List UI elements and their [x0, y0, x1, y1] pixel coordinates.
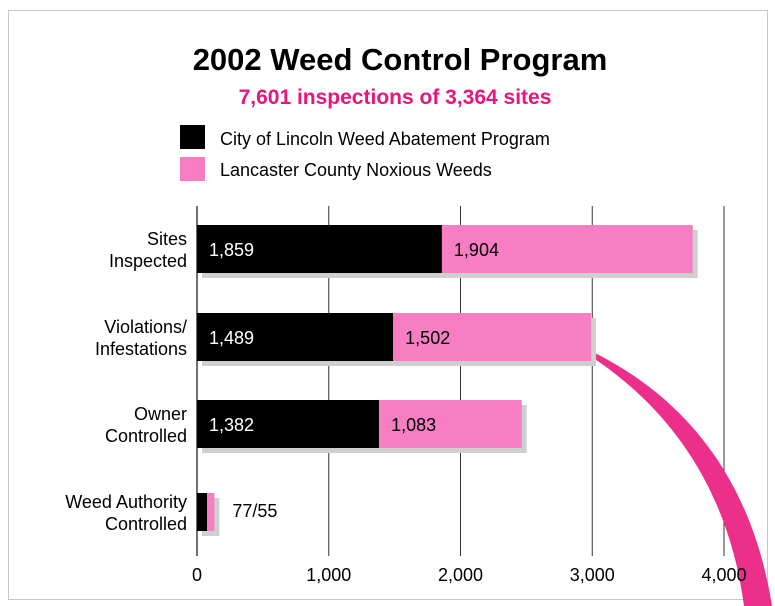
chart-frame — [8, 10, 768, 600]
bar-county-2 — [379, 400, 522, 448]
x-tick-2000: 2,000 — [438, 565, 483, 585]
x-tick-1000: 1,000 — [306, 565, 351, 585]
category-label-2-0: Owner — [134, 404, 187, 424]
x-tick-labels: 0 1,000 2,000 3,000 4,000 — [192, 565, 747, 585]
data-label-county-2: 1,083 — [391, 415, 436, 435]
data-label-county-0: 1,904 — [454, 240, 499, 260]
bar-city-3 — [197, 493, 208, 531]
data-label-county-1: 1,502 — [405, 328, 450, 348]
bar-county-3 — [207, 493, 215, 531]
arrow-swoosh — [556, 336, 772, 606]
x-tick-3000: 3,000 — [570, 565, 615, 585]
bar-county-1 — [393, 313, 592, 361]
x-tick-0: 0 — [192, 565, 202, 585]
legend-label-county: Lancaster County Noxious Weeds — [220, 160, 492, 180]
decorative-arrow — [556, 336, 772, 606]
legend-label-city: City of Lincoln Weed Abatement Program — [220, 129, 550, 149]
category-label-1-0: Violations/ — [104, 317, 187, 337]
legend-swatch-county — [180, 157, 205, 181]
bar-county-0 — [441, 225, 693, 273]
data-label-city-0: 1,859 — [209, 240, 254, 260]
bar-city-1 — [197, 313, 394, 361]
category-label-0-0: Sites — [147, 229, 187, 249]
category-label-0-1: Inspected — [109, 251, 187, 271]
legend: City of Lincoln Weed Abatement Program L… — [180, 125, 550, 181]
data-label-combined-3: 77/55 — [232, 501, 277, 521]
bar-city-2 — [197, 400, 380, 448]
category-label-2-1: Controlled — [105, 426, 187, 446]
chart-subtitle: 7,601 inspections of 3,364 sites — [239, 86, 552, 109]
bars: 1,859 1,904 1,489 1,502 1,382 1,083 77/55 — [197, 225, 698, 536]
chart-title: 2002 Weed Control Program — [193, 42, 608, 77]
x-tick-4000: 4,000 — [701, 565, 746, 585]
data-label-city-2: 1,382 — [209, 415, 254, 435]
data-label-city-1: 1,489 — [209, 328, 254, 348]
legend-swatch-city — [180, 125, 205, 149]
bar-city-0 — [197, 225, 442, 273]
category-label-3-0: Weed Authority — [65, 492, 187, 512]
category-label-3-1: Controlled — [105, 514, 187, 534]
category-label-1-1: Infestations — [95, 339, 187, 359]
